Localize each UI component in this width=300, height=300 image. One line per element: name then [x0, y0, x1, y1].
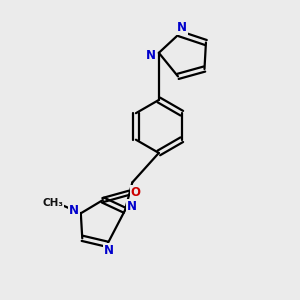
Text: N: N — [104, 244, 114, 257]
Text: N: N — [69, 205, 79, 218]
Text: N: N — [127, 200, 136, 213]
Text: N: N — [177, 21, 187, 34]
Text: O: O — [131, 186, 141, 199]
Text: CH₃: CH₃ — [42, 198, 63, 208]
Text: N: N — [146, 49, 156, 62]
